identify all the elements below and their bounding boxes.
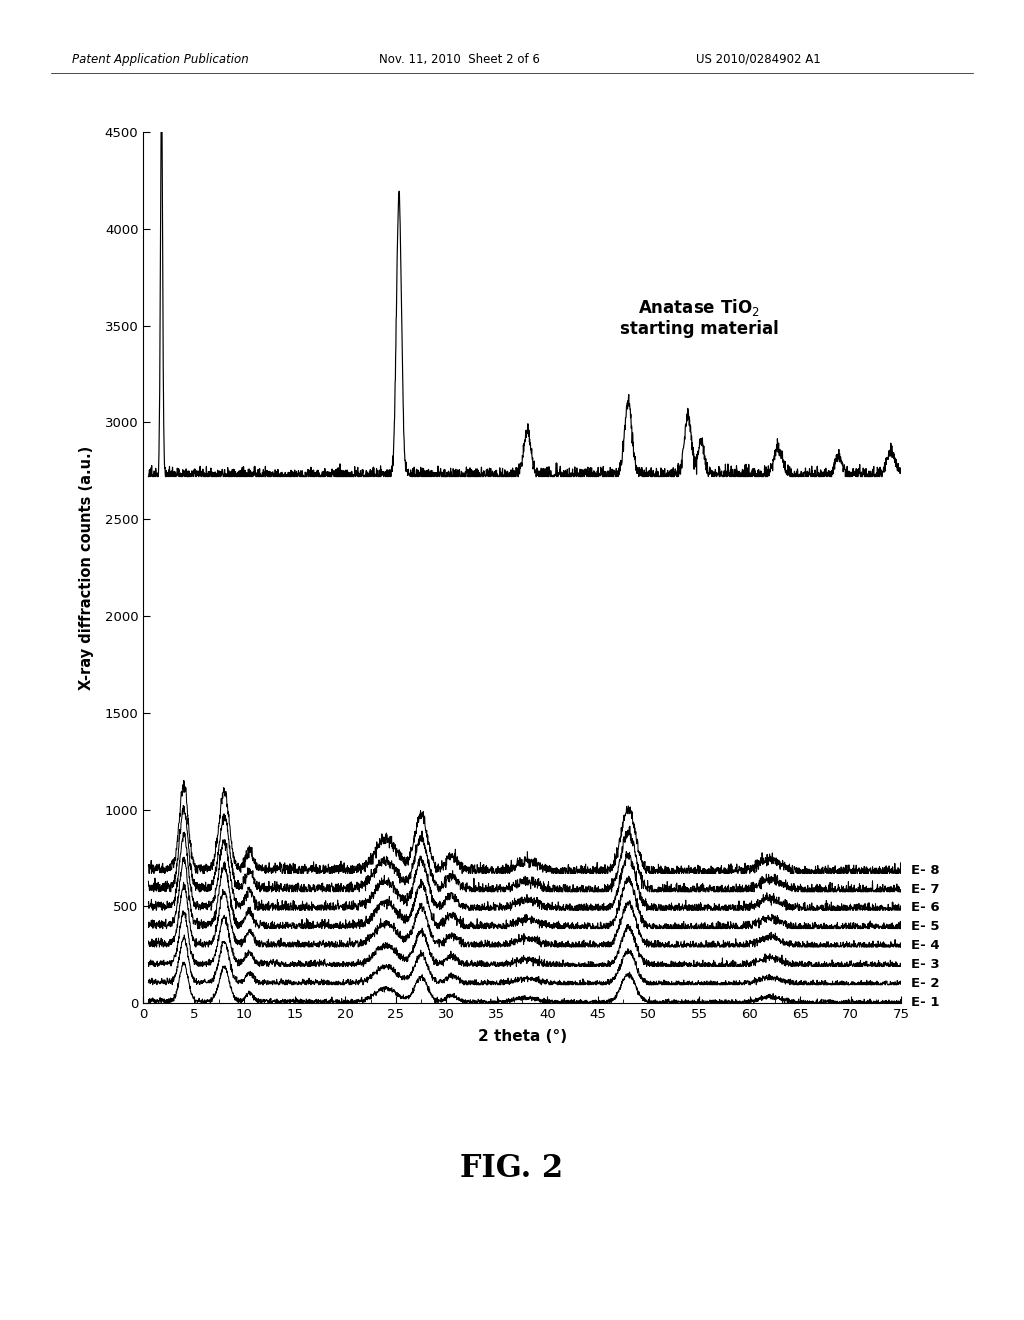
Text: E- 3: E- 3 <box>911 958 940 972</box>
Text: US 2010/0284902 A1: US 2010/0284902 A1 <box>696 53 821 66</box>
Text: Patent Application Publication: Patent Application Publication <box>72 53 249 66</box>
Text: E- 8: E- 8 <box>911 865 940 878</box>
Text: FIG. 2: FIG. 2 <box>461 1152 563 1184</box>
Text: Nov. 11, 2010  Sheet 2 of 6: Nov. 11, 2010 Sheet 2 of 6 <box>379 53 540 66</box>
Text: E- 2: E- 2 <box>911 977 940 990</box>
Text: Anatase TiO$_2$
starting material: Anatase TiO$_2$ starting material <box>620 297 778 338</box>
Text: E- 6: E- 6 <box>911 902 940 915</box>
Text: E- 1: E- 1 <box>911 995 940 1008</box>
X-axis label: 2 theta (°): 2 theta (°) <box>477 1030 567 1044</box>
Y-axis label: X-ray diffraction counts (a.u.): X-ray diffraction counts (a.u.) <box>79 445 93 690</box>
Text: E- 4: E- 4 <box>911 939 940 952</box>
Text: E- 7: E- 7 <box>911 883 940 896</box>
Text: E- 5: E- 5 <box>911 920 940 933</box>
